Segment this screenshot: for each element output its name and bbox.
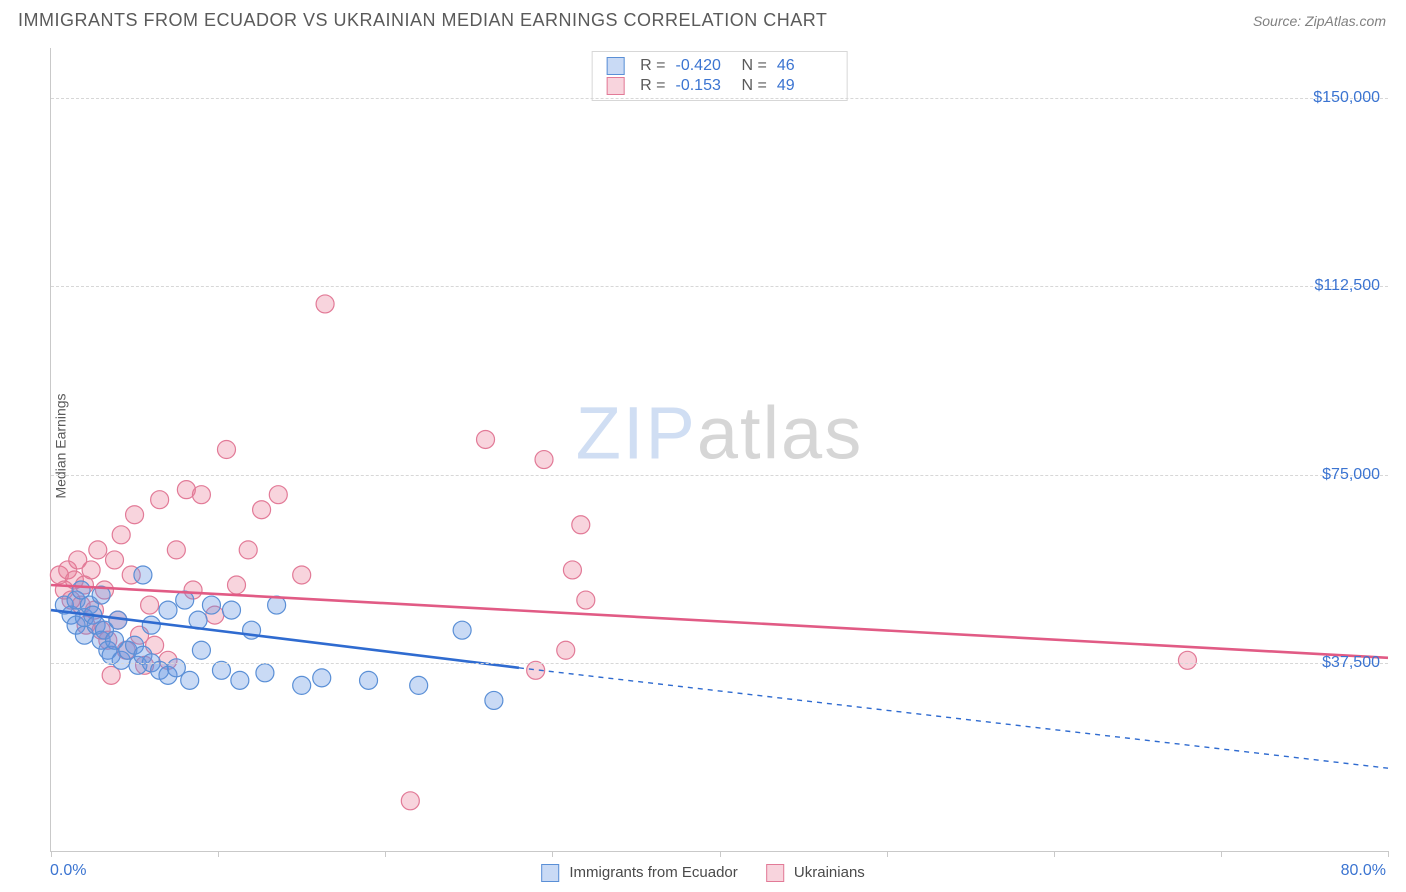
x-tick xyxy=(1221,851,1222,857)
swatch-ecuador-icon xyxy=(541,864,559,882)
r-value-ecuador: -0.420 xyxy=(676,57,732,75)
r-label: R = xyxy=(640,77,665,95)
x-tick xyxy=(218,851,219,857)
n-value-ecuador: 46 xyxy=(777,57,833,75)
n-label: N = xyxy=(742,77,767,95)
swatch-ukrainians xyxy=(606,77,624,95)
swatch-ecuador xyxy=(606,57,624,75)
y-tick-label: $112,500 xyxy=(1314,277,1380,295)
gridline xyxy=(51,286,1388,287)
r-value-ukrainians: -0.153 xyxy=(676,77,732,95)
x-tick xyxy=(385,851,386,857)
legend-item-ukrainians: Ukrainians xyxy=(766,864,865,882)
n-label: N = xyxy=(742,57,767,75)
gridline xyxy=(51,98,1388,99)
x-tick xyxy=(1388,851,1389,857)
stats-legend: R = -0.420 N = 46 R = -0.153 N = 49 xyxy=(591,51,848,101)
gridline xyxy=(51,663,1388,664)
legend-item-ecuador: Immigrants from Ecuador xyxy=(541,864,738,882)
x-tick xyxy=(51,851,52,857)
chart-title: IMMIGRANTS FROM ECUADOR VS UKRAINIAN MED… xyxy=(18,10,827,31)
x-axis-max-label: 80.0% xyxy=(1341,862,1386,880)
y-tick-label: $150,000 xyxy=(1313,89,1380,107)
y-tick-label: $75,000 xyxy=(1322,466,1380,484)
plot-svg xyxy=(51,48,1388,851)
legend-label-ukrainians: Ukrainians xyxy=(794,864,865,881)
header: IMMIGRANTS FROM ECUADOR VS UKRAINIAN MED… xyxy=(0,0,1406,39)
legend-label-ecuador: Immigrants from Ecuador xyxy=(569,864,737,881)
y-tick-label: $37,500 xyxy=(1322,654,1380,672)
stats-row-ecuador: R = -0.420 N = 46 xyxy=(606,56,833,76)
bottom-legend: Immigrants from Ecuador Ukrainians xyxy=(541,864,865,882)
n-value-ukrainians: 49 xyxy=(777,77,833,95)
chart-area: ZIPatlas R = -0.420 N = 46 R = -0.153 N … xyxy=(50,48,1388,852)
x-tick xyxy=(552,851,553,857)
stats-row-ukrainians: R = -0.153 N = 49 xyxy=(606,76,833,96)
x-tick xyxy=(887,851,888,857)
x-axis-min-label: 0.0% xyxy=(50,862,86,880)
swatch-ukrainians-icon xyxy=(766,864,784,882)
r-label: R = xyxy=(640,57,665,75)
source-label: Source: ZipAtlas.com xyxy=(1253,13,1386,29)
x-tick xyxy=(1054,851,1055,857)
x-tick xyxy=(720,851,721,857)
gridline xyxy=(51,475,1388,476)
